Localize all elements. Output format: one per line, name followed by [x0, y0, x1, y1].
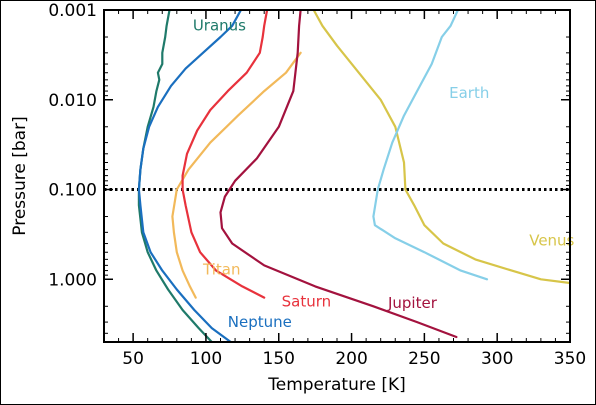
series-line-uranus — [137, 10, 213, 342]
x-tick-label: 250 — [408, 349, 440, 369]
x-axis-title: Temperature [K] — [267, 375, 406, 395]
x-tick-label: 100 — [190, 349, 222, 369]
series-label-neptune: Neptune — [228, 313, 292, 331]
series-label-venus: Venus — [529, 231, 574, 249]
y-axis-title: Pressure [bar] — [10, 116, 30, 235]
x-tick-label: 200 — [335, 349, 367, 369]
x-tick-label: 50 — [122, 349, 144, 369]
series-label-jupiter: Jupiter — [387, 294, 438, 312]
series-label-saturn: Saturn — [282, 292, 332, 310]
y-tick-label: 0.001 — [48, 1, 97, 21]
x-tick-label: 350 — [554, 349, 586, 369]
plot-area-border — [103, 9, 571, 343]
plot-content: Uranus Earth Venus Titan Saturn Jupiter Neptun… — [104, 10, 575, 342]
x-tick-label: 150 — [263, 349, 295, 369]
series-line-titan — [171, 51, 302, 299]
series-line-saturn — [181, 10, 269, 299]
series-label-titan: Titan — [202, 260, 240, 278]
series-line-venus — [312, 10, 570, 285]
series-label-earth: Earth — [449, 84, 489, 102]
series-line-neptune — [137, 10, 242, 342]
y-tick-label: 1.000 — [48, 270, 97, 290]
y-tick-label: 0.010 — [48, 91, 97, 111]
series-line-jupiter — [219, 10, 458, 339]
y-axis: 0.001 0.010 0.100 1.000 — [48, 1, 570, 343]
x-axis: 50 100 150 200 250 300 350 — [103, 10, 586, 369]
series-label-uranus: Uranus — [193, 17, 246, 35]
y-tick-label: 0.100 — [48, 181, 97, 201]
series-line-earth — [372, 10, 489, 281]
x-tick-label: 300 — [481, 349, 513, 369]
